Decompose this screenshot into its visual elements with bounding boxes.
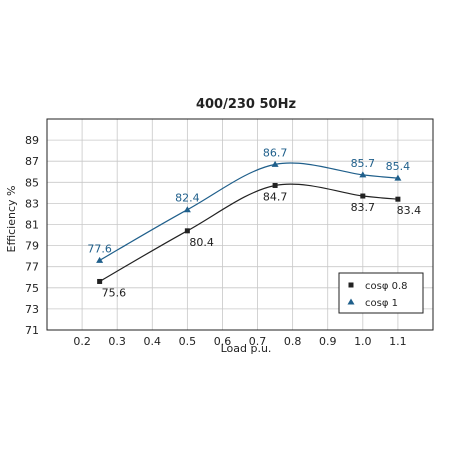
data-point-triangle	[394, 174, 402, 181]
y-tick-label: 83	[25, 197, 39, 210]
data-point-triangle	[271, 160, 279, 167]
data-point-square	[97, 278, 103, 284]
x-tick-label: 0.8	[284, 335, 302, 348]
data-point-square	[360, 193, 366, 199]
y-tick-label: 73	[25, 303, 39, 316]
y-tick-label: 89	[25, 134, 39, 147]
x-tick-label: 0.9	[319, 335, 337, 348]
data-point-triangle	[96, 256, 104, 263]
tick-labels: 71 73 75 77 79 81 83 85 87 89 0.2 0.3 0.4 0.5 0.6 0.7 0.…	[25, 134, 407, 348]
x-axis-label: Load p.u.	[221, 342, 272, 355]
y-tick-label: 79	[25, 240, 39, 253]
legend-box	[338, 272, 424, 314]
data-label: 77.6	[87, 242, 112, 255]
x-tick-label: 1.0	[354, 335, 372, 348]
series-curves	[99, 162, 398, 283]
legend: cosφ 0.8 cosφ 1	[338, 272, 424, 314]
data-label: 83.4	[397, 204, 422, 217]
data-label: 82.4	[175, 192, 200, 205]
legend-marker-square	[348, 282, 354, 288]
y-tick-label: 77	[25, 261, 39, 274]
series-line	[99, 183, 398, 283]
data-label: 85.4	[386, 160, 411, 173]
legend-label: cosφ 0.8	[365, 281, 408, 292]
x-tick-label: 0.4	[144, 335, 162, 348]
legend-marker-triangle	[347, 298, 355, 305]
grid	[47, 119, 433, 331]
data-label: 80.4	[189, 236, 214, 249]
data-labels: 75.6 80.4 84.7 83.7 83.4 77.6 82.4 86.7 85.7 85.4	[87, 146, 421, 299]
y-axis-label: Efficiency %	[5, 186, 18, 253]
x-tick-label: 0.7	[249, 335, 267, 348]
y-tick-label: 71	[25, 324, 39, 337]
y-tick-label: 81	[25, 219, 39, 232]
plot-frame	[46, 118, 434, 331]
x-tick-label: 0.3	[108, 335, 126, 348]
data-label: 86.7	[263, 146, 288, 159]
data-label: 84.7	[263, 190, 288, 203]
y-tick-label: 87	[25, 155, 39, 168]
series-markers	[96, 160, 402, 284]
x-tick-label: 1.1	[389, 335, 407, 348]
data-point-square	[395, 196, 401, 202]
data-point-triangle	[183, 206, 191, 213]
x-tick-label: 0.2	[73, 335, 91, 348]
data-point-triangle	[359, 171, 367, 178]
data-label: 83.7	[351, 201, 376, 214]
data-point-square	[184, 228, 190, 234]
data-point-square	[272, 182, 278, 188]
chart-title: 400/230 50Hz	[196, 97, 296, 112]
data-label: 85.7	[351, 157, 376, 170]
x-tick-label: 0.6	[214, 335, 232, 348]
x-tick-label: 0.5	[179, 335, 197, 348]
data-label: 75.6	[102, 286, 127, 299]
legend-label: cosφ 1	[365, 298, 398, 309]
series-line	[99, 162, 398, 261]
y-tick-label: 85	[25, 176, 39, 189]
y-tick-label: 75	[25, 282, 39, 295]
